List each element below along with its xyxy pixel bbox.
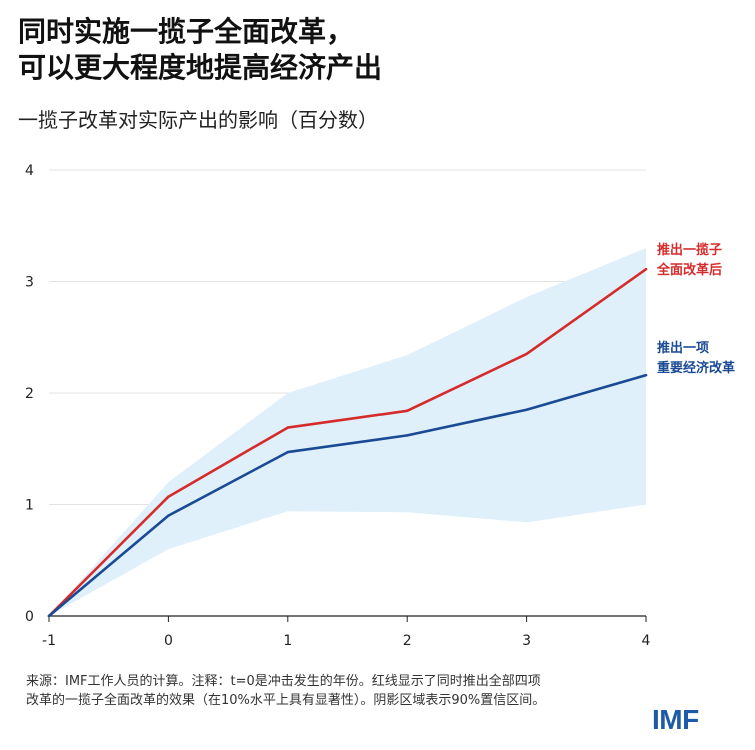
source-note-line-2: 改革的一揽子全面改革的效果（在10%水平上具有显著性）。阴影区域表示90%置信区…: [26, 693, 546, 708]
series-label-0-line-1: 全面改革后: [656, 262, 722, 278]
y-tick-label-0: 0: [25, 609, 34, 625]
imf-logo: IMF: [652, 704, 699, 735]
series-label-1-line-1: 重要经济改革: [657, 360, 735, 376]
series-line-1: [47, 373, 648, 618]
chart-title-line-1: 同时实施一揽子全面改革，: [18, 15, 355, 48]
source-note-line-1: 来源：IMF工作人员的计算。注释：t=0是冲击发生的年份。红线显示了同时推出全部…: [26, 674, 541, 689]
chart-subtitle: 一揽子改革对实际产出的影响（百分数）: [18, 108, 378, 132]
x-tick-label-2: 1: [283, 633, 292, 649]
chart-title: 同时实施一揽子全面改革， 可以更大程度地提高经济产出: [18, 14, 738, 86]
series-point-0-3: [406, 409, 409, 413]
source-note: 来源：IMF工作人员的计算。注释：t=0是冲击发生的年份。红线显示了同时推出全部…: [26, 672, 646, 710]
series-point-1-4: [525, 408, 528, 411]
series-point-0-5: [644, 268, 648, 271]
series-point-1-0: [47, 614, 51, 618]
chart-title-line-2: 可以更大程度地提高经济产出: [18, 51, 383, 84]
x-tick-label-3: 2: [403, 633, 412, 649]
series-point-1-3: [406, 434, 409, 437]
y-tick-label-4: 4: [25, 163, 34, 179]
x-tick-label-4: 3: [522, 633, 531, 649]
confidence-band: [49, 248, 646, 617]
series-point-0-4: [525, 352, 528, 356]
series-point-1-5: [644, 373, 648, 377]
x-tick-label-1: 0: [164, 633, 173, 649]
series-label-1-line-0: 推出一项: [657, 340, 709, 356]
series-point-1-1: [167, 514, 170, 517]
series-point-1-2: [286, 450, 289, 454]
series-label-0-line-0: 推出一揽子: [657, 242, 722, 258]
series-point-0-2: [286, 426, 289, 429]
x-tick-label-0: -1: [42, 633, 56, 649]
x-tick-label-5: 4: [642, 633, 651, 649]
y-tick-label-2: 2: [25, 386, 34, 402]
y-tick-label-3: 3: [25, 275, 34, 291]
series-point-0-1: [167, 495, 170, 498]
y-tick-label-1: 1: [25, 498, 34, 514]
series-line-0: [47, 267, 648, 618]
